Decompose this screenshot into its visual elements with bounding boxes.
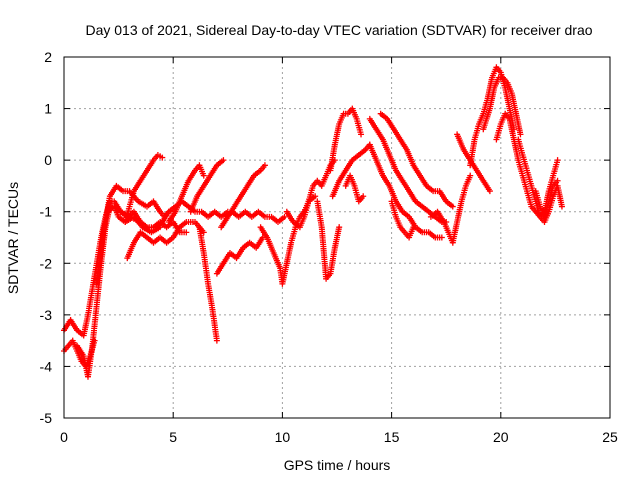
- data-point: [467, 172, 474, 179]
- y-axis-label: SDTVAR / TECUs: [5, 182, 21, 294]
- data-point: [220, 157, 227, 164]
- series-track-23: [377, 110, 456, 210]
- series-track-14: [213, 234, 266, 277]
- data-point: [183, 229, 190, 236]
- data-point: [360, 193, 367, 200]
- series-track-24: [388, 198, 417, 241]
- series-track-19: [329, 141, 373, 200]
- data-point: [554, 157, 561, 164]
- data-point: [200, 172, 207, 179]
- series-track-15: [257, 193, 319, 287]
- y-tick-label: -3: [40, 307, 53, 323]
- series-track-25: [427, 172, 474, 246]
- series-track-11: [196, 224, 220, 344]
- series-track-31: [532, 177, 561, 220]
- y-tick-label: -5: [40, 410, 53, 426]
- x-tick-label: 20: [493, 429, 509, 445]
- data-point: [438, 234, 445, 241]
- series-track-17: [314, 198, 343, 282]
- series-track-03: [74, 203, 164, 380]
- data-series: [61, 64, 565, 380]
- data-point: [336, 224, 343, 231]
- x-axis-label: GPS time / hours: [284, 457, 391, 473]
- series-track-09: [165, 162, 207, 225]
- data-point: [486, 188, 493, 195]
- grid: [64, 57, 610, 418]
- y-tick-label: -1: [40, 204, 53, 220]
- y-tick-label: -2: [40, 255, 53, 271]
- y-tick-label: 1: [44, 101, 52, 117]
- y-axis-ticks: -5 -4 -3 -2 -1 0 1 2: [40, 49, 610, 426]
- series-track-12: [218, 162, 268, 231]
- data-point: [281, 213, 288, 220]
- data-point: [213, 337, 220, 344]
- data-point: [200, 229, 207, 236]
- data-point: [554, 177, 561, 184]
- y-tick-label: 2: [44, 49, 52, 65]
- series-track-29: [493, 110, 561, 220]
- series-track-06: [104, 203, 190, 236]
- series-track-13: [222, 208, 288, 225]
- data-point: [312, 193, 319, 200]
- x-tick-label: 15: [384, 429, 400, 445]
- series-track-20: [342, 172, 367, 205]
- series-track-10: [187, 157, 227, 215]
- data-point: [410, 224, 417, 231]
- chart-title: Day 013 of 2021, Sidereal Day-to-day VTE…: [85, 22, 592, 38]
- series-track-18: [327, 105, 365, 174]
- plot-frame: [63, 56, 611, 419]
- data-point: [558, 203, 565, 210]
- y-tick-label: -4: [40, 358, 53, 374]
- data-point: [261, 162, 268, 169]
- x-tick-label: 10: [275, 429, 291, 445]
- x-tick-label: 5: [169, 429, 177, 445]
- data-point: [449, 203, 456, 210]
- data-point: [159, 154, 166, 161]
- y-tick-label: 0: [44, 152, 52, 168]
- x-tick-label: 25: [602, 429, 618, 445]
- x-tick-label: 0: [60, 429, 68, 445]
- data-point: [358, 131, 365, 138]
- x-axis-ticks: 0 5 10 15 20 25: [60, 57, 618, 445]
- series-track-27: [467, 64, 517, 169]
- series-track-28: [480, 74, 524, 138]
- data-point: [517, 131, 524, 138]
